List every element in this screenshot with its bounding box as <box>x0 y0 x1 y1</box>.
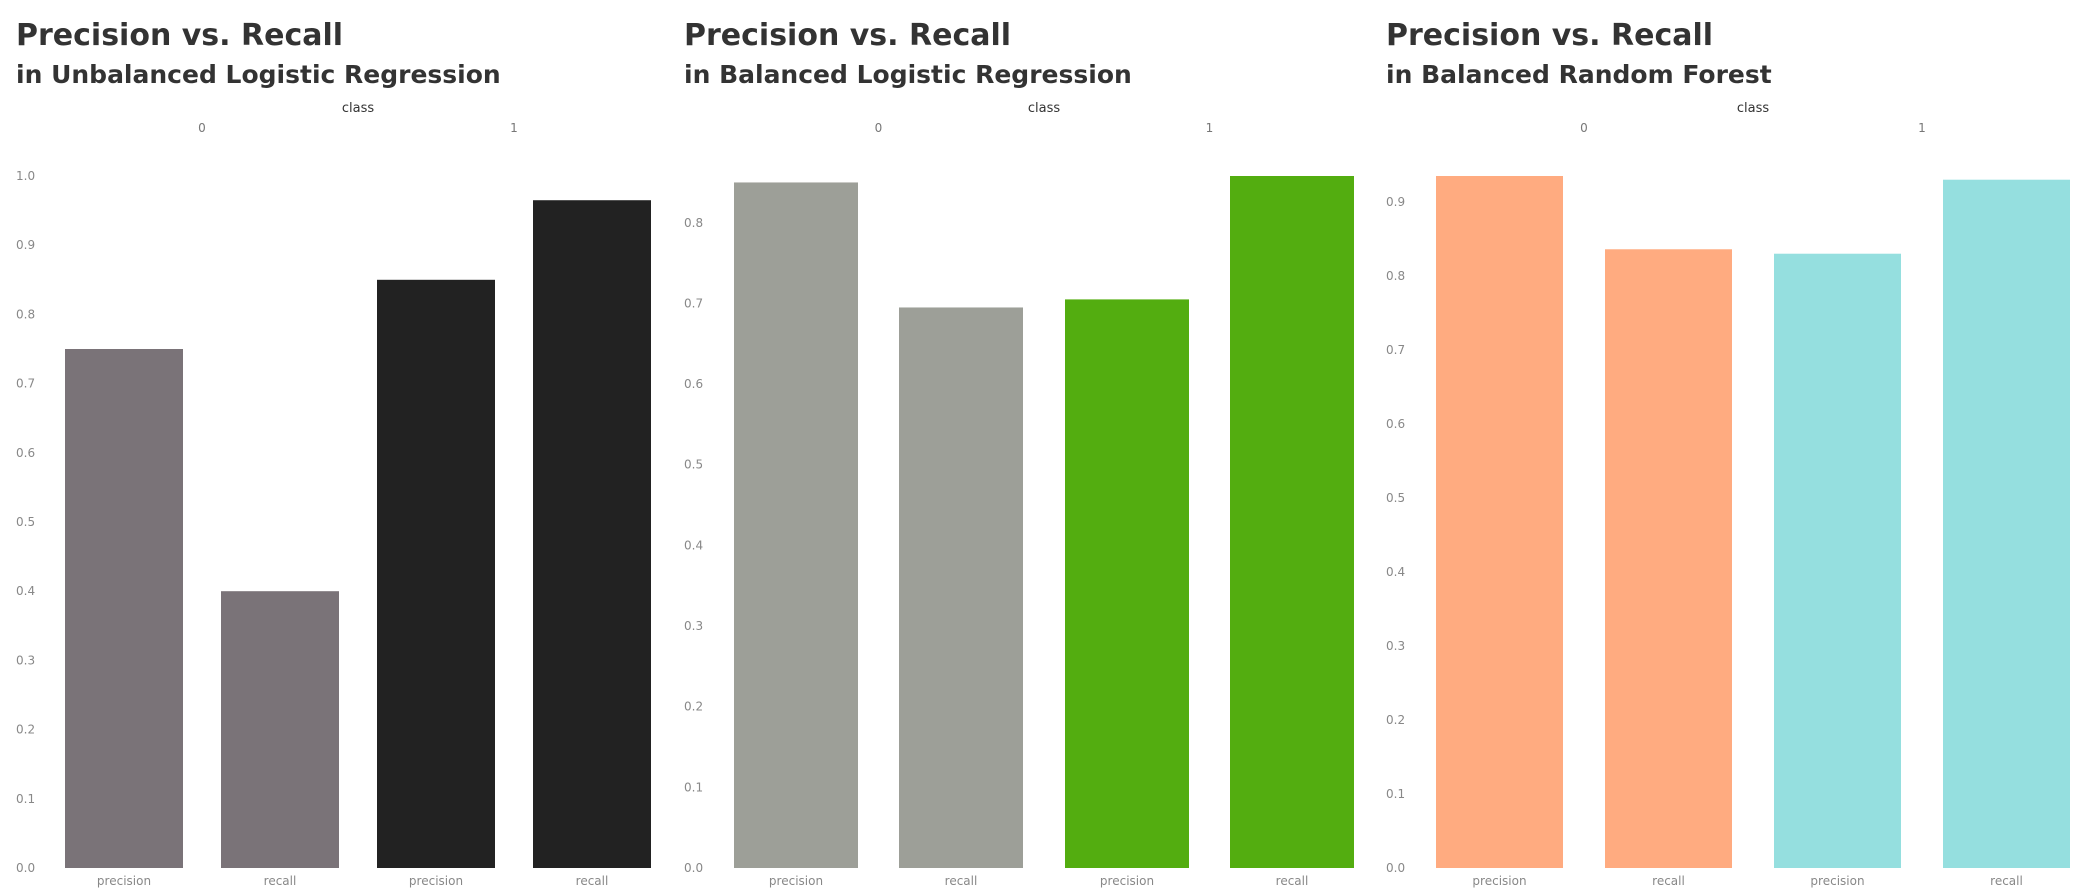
x-category-label: precision <box>769 874 823 888</box>
y-tick-label: 0.4 <box>16 584 35 598</box>
chart-title: Precision vs. Recall <box>684 18 1012 53</box>
x-category-label: precision <box>1100 874 1154 888</box>
group-label: 0 <box>198 121 206 135</box>
y-tick-label: 0.6 <box>1386 417 1405 431</box>
bar-chart-balanced-logreg: class 0 1 0.0 0.1 0.2 0.3 0.4 0.5 0.6 0.7 0.8 precis… <box>684 101 1354 888</box>
column-header-label: class <box>1737 101 1769 116</box>
bar-recall-class-1 <box>533 200 651 869</box>
x-category-label: precision <box>409 874 463 888</box>
bar-precision-class-1 <box>1065 299 1189 868</box>
bar-precision-class-0 <box>65 349 183 868</box>
x-category-label: recall <box>1652 874 1685 888</box>
x-category-label: recall <box>264 874 297 888</box>
y-tick-label: 0.3 <box>16 653 35 667</box>
y-tick-label: 1.0 <box>16 169 35 183</box>
chart-subtitle: in Unbalanced Logistic Regression <box>16 60 501 89</box>
chart-subtitle: in Balanced Random Forest <box>1386 60 1772 89</box>
y-tick-label: 0.5 <box>684 458 703 472</box>
chart-panel-balanced-random-forest: Precision vs. Recall in Balanced Random … <box>1386 0 2090 896</box>
y-tick-label: 0.7 <box>16 377 35 391</box>
y-tick-label: 0.5 <box>1386 491 1405 505</box>
y-tick-label: 0.2 <box>16 723 35 737</box>
y-tick-label: 0.5 <box>16 515 35 529</box>
y-tick-label: 0.0 <box>16 861 35 875</box>
bar-recall-class-0 <box>1605 249 1732 869</box>
bar-precision-class-0 <box>1436 176 1563 868</box>
bar-chart-balanced-random-forest: class 0 1 0.0 0.1 0.2 0.3 0.4 0.5 0.6 0.7 0.8 0.9 pre… <box>1386 101 2070 888</box>
bar-recall-class-0 <box>221 591 339 868</box>
x-category-label: precision <box>97 874 151 888</box>
y-tick-label: 0.2 <box>684 700 703 714</box>
y-tick-label: 0.6 <box>684 377 703 391</box>
column-header-label: class <box>342 101 374 116</box>
group-label: 1 <box>510 121 518 135</box>
bar-chart-unbalanced-logreg: class 0 1 0.0 0.1 0.2 0.3 0.4 0.5 0.6 0.7 0.8 0.9 1.0… <box>16 101 651 888</box>
y-tick-label: 0.0 <box>684 861 703 875</box>
bar-recall-class-1 <box>1230 176 1354 868</box>
chart-panel-balanced-logreg: Precision vs. Recall in Balanced Logisti… <box>684 0 1356 896</box>
chart-title: Precision vs. Recall <box>1386 18 1714 53</box>
bar-recall-class-1 <box>1943 179 2070 868</box>
x-category-label: precision <box>1810 874 1864 888</box>
y-tick-label: 0.2 <box>1386 713 1405 727</box>
y-tick-label: 0.9 <box>16 238 35 252</box>
y-tick-label: 0.1 <box>16 792 35 806</box>
y-tick-label: 0.8 <box>16 307 35 321</box>
column-header-label: class <box>1028 101 1060 116</box>
y-tick-label: 0.1 <box>1386 787 1405 801</box>
bar-precision-class-0 <box>734 182 858 868</box>
y-tick-label: 0.3 <box>1386 639 1405 653</box>
group-label: 1 <box>1206 121 1214 135</box>
chart-panel-unbalanced-logreg: Precision vs. Recall in Unbalanced Logis… <box>16 0 668 896</box>
group-label: 0 <box>1580 121 1588 135</box>
chart-title: Precision vs. Recall <box>16 18 344 53</box>
bar-precision-class-1 <box>377 279 495 868</box>
x-category-label: recall <box>1990 874 2023 888</box>
chart-subtitle: in Balanced Logistic Regression <box>684 60 1132 89</box>
y-tick-label: 0.8 <box>1386 269 1405 283</box>
bar-precision-class-1 <box>1774 253 1901 868</box>
x-category-label: recall <box>1276 874 1309 888</box>
y-tick-label: 0.8 <box>684 216 703 230</box>
y-tick-label: 0.6 <box>16 446 35 460</box>
x-category-label: precision <box>1472 874 1526 888</box>
y-tick-label: 0.0 <box>1386 861 1405 875</box>
y-tick-label: 0.7 <box>684 296 703 310</box>
group-label: 0 <box>875 121 883 135</box>
y-tick-label: 0.9 <box>1386 195 1405 209</box>
x-category-label: recall <box>945 874 978 888</box>
y-tick-label: 0.1 <box>684 780 703 794</box>
bar-recall-class-0 <box>899 307 1023 868</box>
y-tick-label: 0.3 <box>684 619 703 633</box>
y-tick-label: 0.4 <box>684 538 703 552</box>
y-tick-label: 0.7 <box>1386 343 1405 357</box>
y-tick-label: 0.4 <box>1386 565 1405 579</box>
x-category-label: recall <box>576 874 609 888</box>
group-label: 1 <box>1918 121 1926 135</box>
